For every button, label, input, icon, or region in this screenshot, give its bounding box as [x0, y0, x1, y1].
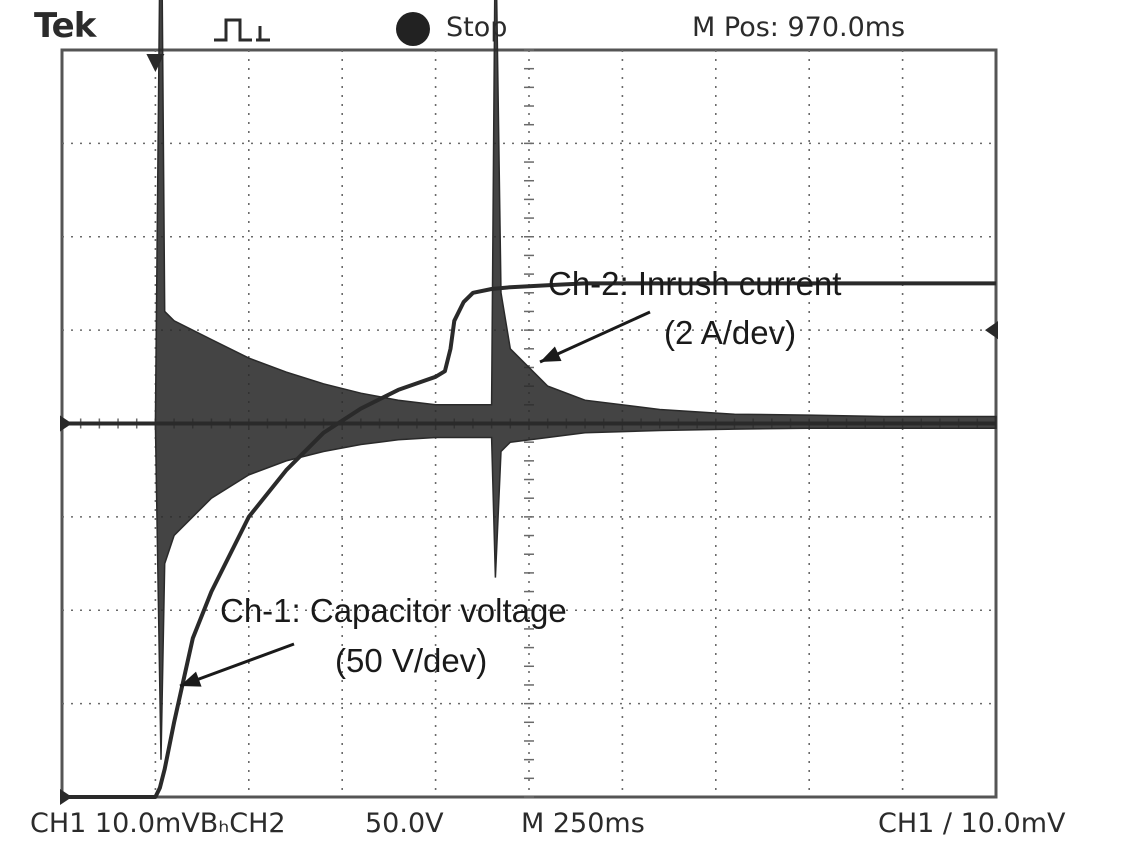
timebase-readout: M 250ms	[521, 808, 645, 839]
trigger-position-marker	[146, 54, 165, 72]
ch1-capacitor-voltage-trace	[62, 281, 996, 799]
trigger-level-marker	[985, 321, 998, 340]
ch1-scale-readout: CH1 10.0mVBₕCH2	[30, 808, 286, 839]
ch1-annotation-title: Ch-1: Capacitor voltage	[220, 592, 567, 629]
brand-label: Tek	[34, 6, 96, 46]
ch2-scale-readout: 50.0V	[365, 808, 444, 839]
annotation-arrows	[179, 310, 651, 688]
run-state-dot-icon	[396, 12, 430, 46]
ch2-annotation-arrow-head	[540, 346, 562, 362]
ch2-annotation-arrow	[539, 310, 651, 364]
ch1-annotation-arrow-head	[180, 671, 202, 687]
trigger-readout: CH1 ∕ 10.0mV	[878, 808, 1066, 839]
ch2-annotation-scale: (2 A/dev)	[664, 314, 797, 351]
ch1-annotation-scale: (50 V/dev)	[335, 642, 488, 679]
ch1-annotation-arrow	[179, 642, 295, 688]
trace-layer	[62, 0, 997, 799]
trigger-mode-icon	[212, 14, 272, 44]
ch1-ground-marker	[60, 789, 72, 805]
marker-layer	[60, 54, 998, 805]
m-pos-readout: M Pos: 970.0ms	[692, 12, 906, 43]
ch2-annotation-title: Ch-2: Inrush current	[548, 265, 842, 302]
ch2-ground-marker	[60, 415, 72, 432]
